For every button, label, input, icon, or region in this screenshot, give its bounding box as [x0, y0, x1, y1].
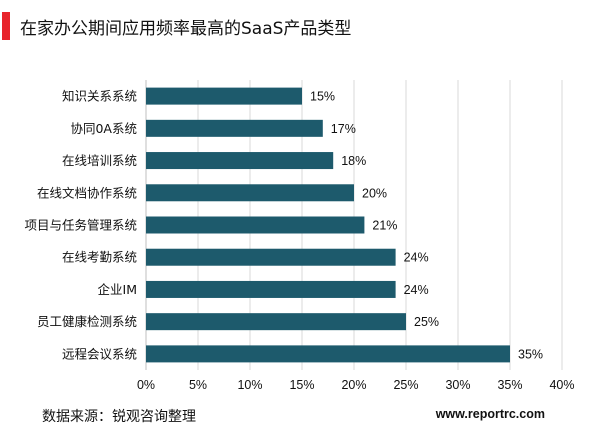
value-label: 24%: [404, 251, 429, 265]
x-tick-label: 0%: [137, 378, 155, 392]
category-label: 远程会议系统: [62, 346, 137, 361]
bar: [146, 345, 510, 363]
x-tick-label: 5%: [189, 378, 207, 392]
source-note: 数据来源：锐观咨询整理: [42, 409, 196, 425]
value-label: 25%: [414, 315, 439, 329]
x-tick-label: 25%: [393, 378, 418, 392]
category-label: 在线考勤系统: [62, 250, 137, 265]
value-label: 15%: [310, 90, 335, 104]
bar: [146, 313, 406, 331]
chart-title: 在家办公期间应用频率最高的SaaS产品类型: [20, 19, 352, 39]
bar: [146, 216, 365, 234]
bar: [146, 119, 323, 137]
value-label: 20%: [362, 186, 387, 200]
bar: [146, 87, 302, 105]
x-tick-label: 30%: [445, 378, 470, 392]
x-tick-label: 20%: [341, 378, 366, 392]
x-tick-label: 35%: [497, 378, 522, 392]
x-tick-label: 10%: [237, 378, 262, 392]
title-accent-bar: [2, 12, 10, 40]
bar: [146, 184, 354, 202]
category-label: 员工健康检测系统: [37, 314, 137, 329]
value-label: 35%: [518, 347, 543, 361]
category-label: 协同0A系统: [70, 121, 137, 136]
bar: [146, 280, 396, 298]
category-label: 企业IM: [98, 282, 137, 297]
x-tick-label: 40%: [549, 378, 574, 392]
category-label: 在线文档协作系统: [37, 185, 137, 200]
website-watermark: www.reportrc.com: [435, 407, 545, 421]
bar: [146, 152, 334, 170]
value-label: 21%: [372, 219, 397, 233]
value-label: 17%: [331, 122, 356, 136]
category-label: 知识关系系统: [62, 89, 137, 104]
category-label: 项目与任务管理系统: [24, 218, 137, 233]
value-label: 24%: [404, 283, 429, 297]
value-label: 18%: [341, 154, 366, 168]
category-label: 在线培训系统: [62, 153, 137, 168]
bar: [146, 248, 396, 266]
x-tick-label: 15%: [289, 378, 314, 392]
